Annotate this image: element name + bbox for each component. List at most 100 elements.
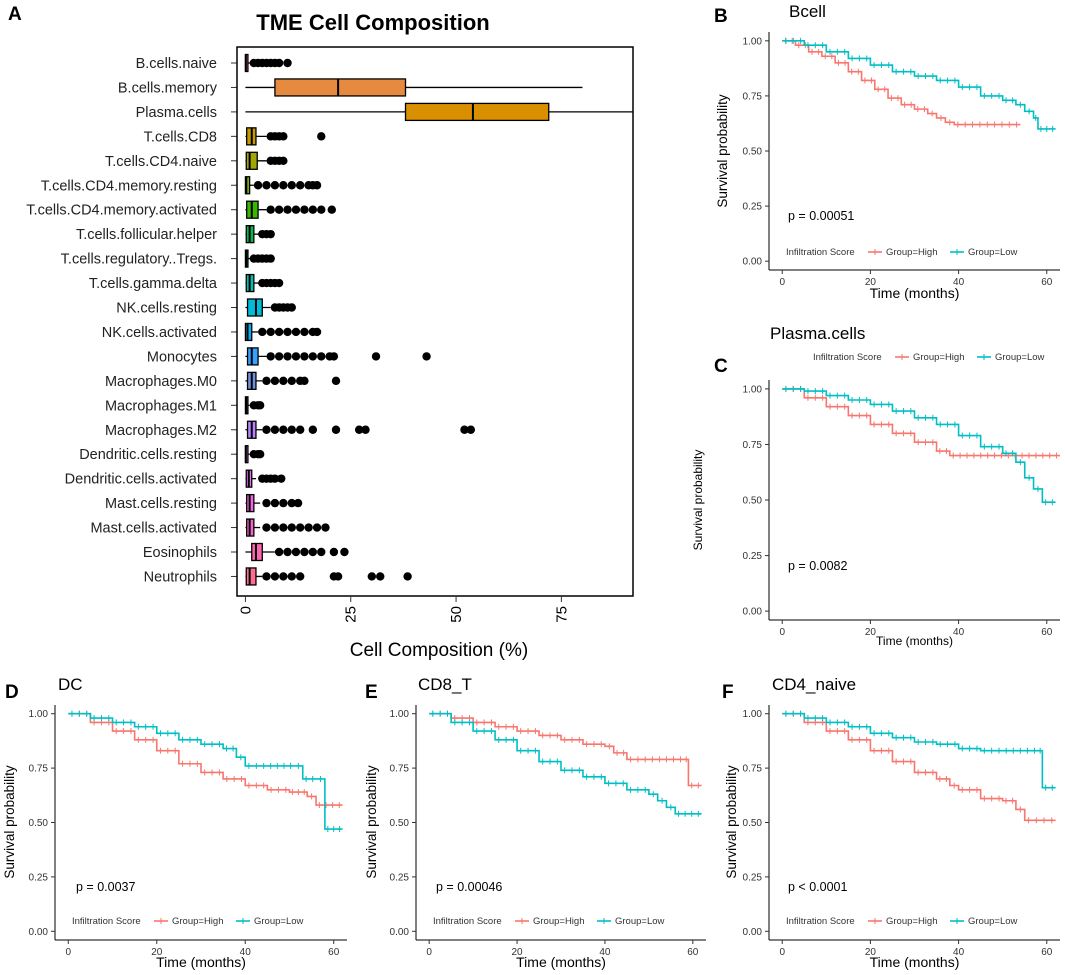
box-group: [244, 249, 275, 268]
box-outlier: [308, 425, 318, 434]
box-outlier: [403, 572, 412, 581]
box-outlier: [277, 474, 286, 483]
km-y-label: Survival probability: [691, 450, 705, 551]
km-title: Plasma.cells: [770, 324, 865, 343]
box-group: [245, 200, 336, 219]
km-y-tick-label: 0.25: [743, 872, 763, 883]
km-y-tick-label: 0.00: [29, 927, 49, 938]
km-curve-high: [782, 712, 1056, 822]
km-curve-low: [782, 388, 1056, 504]
box-group: [245, 518, 330, 537]
box-outlier: [287, 376, 296, 386]
km-legend-low-label: Group=Low: [615, 916, 665, 927]
km-y-tick-label: 1.00: [390, 709, 410, 720]
km-pvalue: p < 0.0001: [788, 880, 847, 894]
box-outlier: [329, 547, 339, 557]
box-category-labels: B.cells.naive B.cells.memory Plasma.cells T…: [26, 56, 237, 585]
box-outlier: [295, 181, 305, 190]
box-group: [245, 493, 303, 513]
box-outlier: [295, 425, 305, 434]
box-iqr: [245, 567, 257, 586]
box-outlier: [274, 58, 284, 68]
box-group: [244, 445, 265, 464]
km-panel-f: F CD4_naive 0.00 0.25 0.50 0.75 1.00 0 20 40 60 Tim…: [722, 675, 1060, 970]
box-outlier: [308, 205, 318, 214]
panel-letter: C: [714, 356, 728, 377]
box-outlier: [466, 425, 476, 434]
panel-letter: E: [365, 682, 378, 703]
box-outlier: [331, 376, 341, 386]
km-pvalue: p = 0.0082: [788, 559, 847, 573]
km-legend-high-label: Group=High: [886, 916, 938, 927]
km-y-tick-label: 0.00: [743, 607, 763, 618]
km-x-tick-label: 20: [865, 627, 877, 638]
box-outlier: [376, 572, 385, 581]
km-curve-low: [68, 712, 343, 830]
box-outlier: [270, 376, 280, 386]
km-pvalue: p = 0.00051: [788, 209, 854, 223]
box-outlier: [283, 58, 292, 68]
box-outlier: [371, 352, 381, 361]
km-legend-title: Infiltration Score: [786, 916, 855, 927]
km-legend-low-label: Group=Low: [968, 247, 1018, 258]
km-y-tick-label: 0.50: [743, 496, 763, 507]
box-category-label: Monocytes: [147, 349, 217, 365]
km-x-tick-label: 20: [151, 947, 163, 958]
box-outlier: [270, 523, 280, 532]
box-outlier: [422, 352, 431, 361]
box-category-label: T.cells.gamma.delta: [89, 276, 218, 292]
box-outlier: [283, 327, 292, 337]
km-x-tick-label: 60: [1041, 627, 1053, 638]
box-outlier: [266, 229, 275, 239]
km-x-tick-label: 0: [65, 947, 71, 958]
box-outlier: [367, 572, 377, 581]
box-outlier: [266, 327, 275, 337]
box-category-label: Mast.cells.resting: [105, 496, 217, 512]
box-category-label: T.cells.follicular.helper: [76, 227, 217, 243]
box-category-label: Macrophages.M1: [105, 398, 217, 414]
km-title: Bcell: [789, 2, 826, 21]
km-x-tick-label: 40: [953, 947, 965, 958]
box-outlier: [274, 352, 284, 361]
box-outlier: [262, 572, 271, 581]
km-curve-low: [782, 712, 1056, 789]
box-outlier: [270, 425, 280, 434]
km-y-tick-label: 0.50: [743, 818, 763, 829]
box-outlier: [317, 132, 326, 141]
box-outlier: [331, 425, 341, 434]
box-outlier: [291, 327, 301, 337]
km-x-tick-label: 40: [953, 627, 965, 638]
box-iqr: [246, 298, 263, 317]
box-x-tick-label: 0: [237, 606, 254, 614]
panel-a-frame: [236, 46, 634, 597]
box-outlier: [287, 572, 296, 581]
box-group: [245, 78, 583, 97]
box-outlier: [283, 547, 292, 557]
km-legend-low-label: Group=Low: [254, 916, 304, 927]
box-outlier: [333, 572, 343, 581]
km-x-tick-label: 20: [865, 277, 877, 288]
km-x-tick-label: 60: [328, 947, 340, 958]
box-group: [245, 127, 326, 146]
box-x-tick-label: 25: [343, 606, 360, 623]
box-outlier: [361, 425, 370, 434]
box-outlier: [354, 425, 364, 434]
km-x-label: Time (months): [516, 954, 606, 970]
km-panel-d: D DC 0.00 0.25 0.50 0.75 1.00 0 20 40 60 Time (mont…: [2, 675, 347, 970]
box-outlier: [329, 352, 339, 361]
km-y-tick-label: 1.00: [743, 709, 763, 720]
km-x-tick-label: 0: [779, 627, 785, 638]
box-outlier: [460, 425, 469, 434]
box-outlier: [300, 547, 309, 557]
box-outlier: [287, 181, 296, 190]
km-curve-high: [782, 388, 1060, 457]
box-outlier: [304, 523, 313, 532]
box-iqr: [246, 347, 259, 366]
km-y-tick-label: 0.00: [743, 927, 763, 938]
box-category-label: NK.cells.resting: [116, 301, 217, 317]
box-category-label: Dendritic.cells.activated: [65, 472, 217, 488]
box-category-label: B.cells.memory: [118, 80, 218, 96]
box-group: [245, 469, 286, 488]
box-outlier: [287, 498, 296, 508]
